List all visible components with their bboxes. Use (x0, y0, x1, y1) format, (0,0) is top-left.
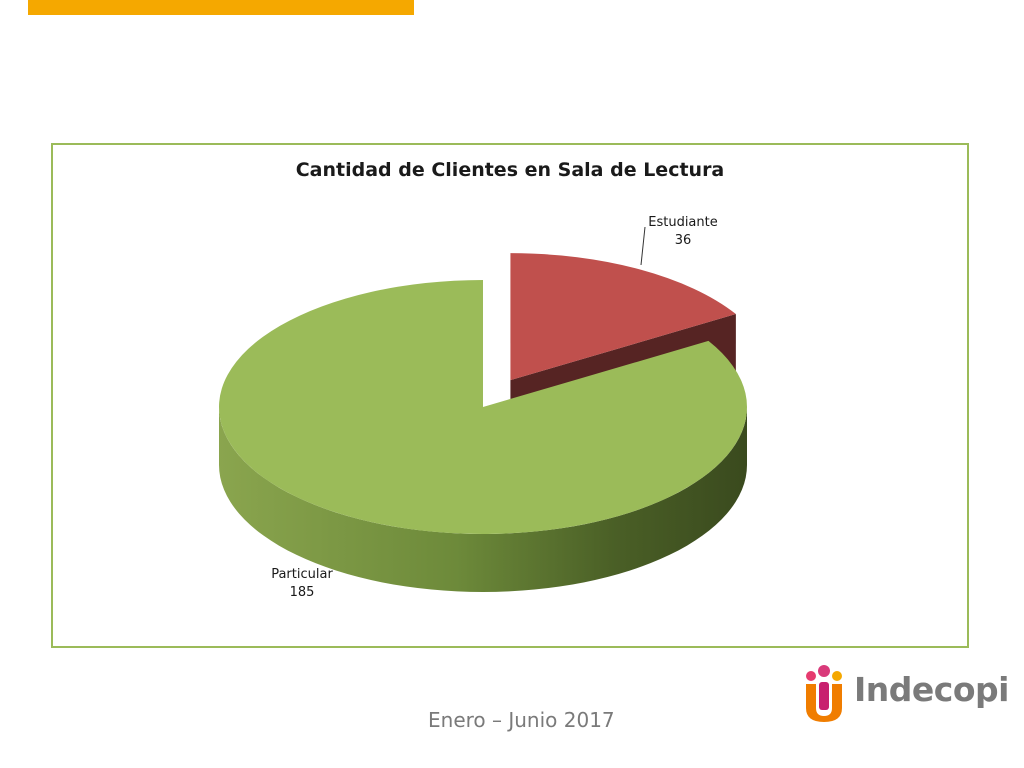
indecopi-people-icon (806, 665, 842, 722)
label-particular-value: 185 (290, 585, 315, 600)
logo-text: Indecopi (854, 670, 1009, 709)
chart-container: Cantidad de Clientes en Sala de Lectura … (51, 143, 969, 648)
period-text: Enero – Junio 2017 (428, 708, 615, 732)
label-particular-name: Particular (271, 567, 333, 582)
chart-title: Cantidad de Clientes en Sala de Lectura (295, 159, 725, 181)
indecopi-logo: Indecopi (800, 658, 1009, 722)
pie-chart: Estudiante 36 Particular 185 (219, 215, 747, 600)
pie-slice-particular (219, 280, 747, 592)
accent-bar (28, 0, 414, 15)
label-estudiante-name: Estudiante (648, 215, 718, 230)
leader-line-estudiante (640, 226, 646, 266)
label-estudiante-value: 36 (675, 233, 692, 248)
